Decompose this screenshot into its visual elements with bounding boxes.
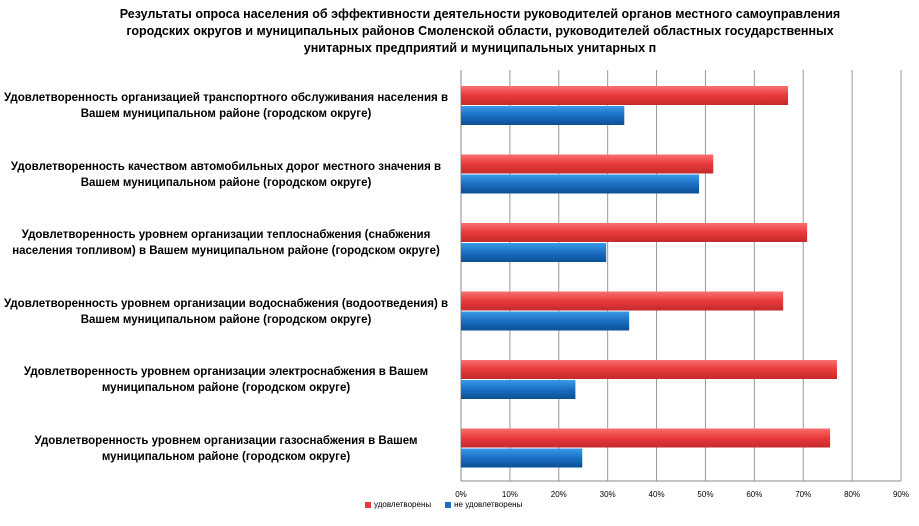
category-label: Удовлетворенность качеством автомобильны… [10, 160, 442, 189]
x-tick-label: 60% [746, 490, 762, 499]
x-tick-label: 50% [697, 490, 713, 499]
x-tick-label: 30% [600, 490, 616, 499]
category-label: Удовлетворенность уровнем организации эл… [23, 366, 429, 394]
category-label: Удовлетворенность уровнем организации те… [12, 229, 440, 257]
x-tick-label: 90% [893, 490, 909, 499]
x-tick-label: 40% [649, 490, 665, 499]
bar-satisfied [461, 223, 808, 242]
legend-item: не удовлетворены [445, 500, 522, 509]
x-tick-label: 0% [455, 490, 467, 499]
category-label: Удовлетворенность уровнем организации га… [34, 434, 418, 463]
category-label: Удовлетворенность уровнем организации во… [3, 297, 449, 326]
category-label: Удовлетворенность организацией транспорт… [3, 92, 449, 120]
bar-unsatisfied [461, 380, 576, 399]
legend: удовлетворены не удовлетворены [365, 500, 522, 509]
bar-satisfied [461, 86, 789, 105]
chart-title: Результаты опроса населения об эффективн… [119, 7, 841, 55]
x-tick-label: 20% [551, 490, 567, 499]
legend-item: удовлетворены [365, 500, 431, 509]
legend-label: удовлетворены [374, 500, 432, 509]
legend-swatch [445, 501, 452, 508]
x-tick-label: 10% [502, 490, 518, 499]
bar-unsatisfied [461, 448, 583, 468]
bar-unsatisfied [461, 311, 630, 331]
bar-satisfied [461, 154, 714, 174]
legend-label: не удовлетворены [454, 500, 523, 509]
bar-satisfied [461, 291, 784, 311]
bar-unsatisfied [461, 174, 700, 194]
bar-unsatisfied [461, 243, 607, 262]
bar-unsatisfied [461, 106, 625, 125]
x-tick-label: 70% [795, 490, 811, 499]
x-tick-label: 80% [844, 490, 860, 499]
legend-swatch [365, 501, 371, 508]
bar-satisfied [461, 360, 837, 379]
bar-satisfied [461, 428, 831, 448]
